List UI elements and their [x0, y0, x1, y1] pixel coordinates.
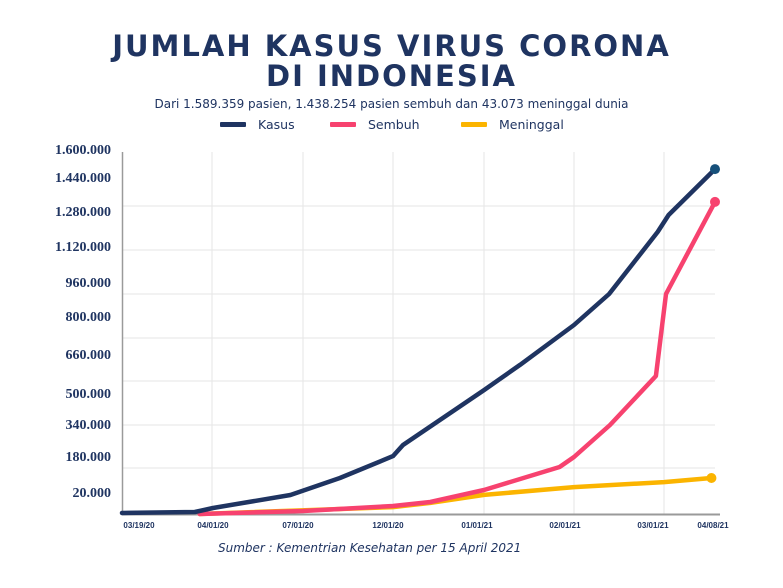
chart-title-line1: JUMLAH KASUS VIRUS CORONA — [112, 29, 671, 63]
legend-swatch — [330, 122, 356, 127]
y-tick-label: 500.000 — [65, 387, 112, 402]
x-tick-label: 07/01/20 — [282, 521, 314, 530]
y-tick-label: 180.000 — [65, 450, 112, 465]
y-tick-label: 660.000 — [65, 348, 112, 363]
x-tick-label: 01/01/21 — [461, 521, 493, 530]
y-tick-label: 20.000 — [72, 486, 112, 501]
legend-kasus: Kasus — [220, 117, 295, 132]
end-point-kasus — [710, 164, 720, 175]
y-tick-label: 1.120.000 — [55, 240, 111, 255]
x-tick-label: 02/01/21 — [549, 521, 581, 530]
x-tick-label: 04/08/21 — [697, 521, 729, 530]
source-note: Sumber : Kementrian Kesehatan per 15 Apr… — [218, 541, 522, 555]
y-tick-label: 1.600.000 — [55, 143, 111, 158]
legend-sembuh: Sembuh — [330, 117, 420, 132]
legend: Kasus Sembuh Meninggal — [0, 117, 783, 135]
x-tick-label: 12/01/20 — [372, 521, 404, 530]
legend-swatch — [461, 122, 487, 127]
end-point-sembuh — [710, 196, 720, 207]
end-point-meninggal — [706, 472, 717, 483]
x-tick-label: 03/19/20 — [123, 521, 155, 530]
series-line-sembuh — [197, 199, 718, 517]
x-tick-label: 03/01/21 — [637, 521, 669, 530]
series-line-kasus — [119, 166, 718, 516]
legend-label: Meninggal — [499, 117, 564, 132]
y-tick-label: 960.000 — [65, 276, 112, 291]
legend-meninggal: Meninggal — [461, 117, 564, 132]
y-tick-label: 1.280.000 — [55, 205, 111, 220]
legend-swatch — [220, 122, 246, 127]
legend-label: Kasus — [258, 117, 295, 132]
x-tick-label: 04/01/20 — [197, 521, 229, 530]
y-tick-label: 1.440.000 — [55, 171, 111, 186]
chart-subtitle: Dari 1.589.359 pasien, 1.438.254 pasien … — [154, 97, 629, 111]
y-tick-label: 340.000 — [65, 418, 112, 433]
chart-title-line2: DI INDONESIA — [266, 59, 517, 93]
legend-label: Sembuh — [368, 117, 420, 132]
y-tick-label: 800.000 — [65, 310, 112, 325]
